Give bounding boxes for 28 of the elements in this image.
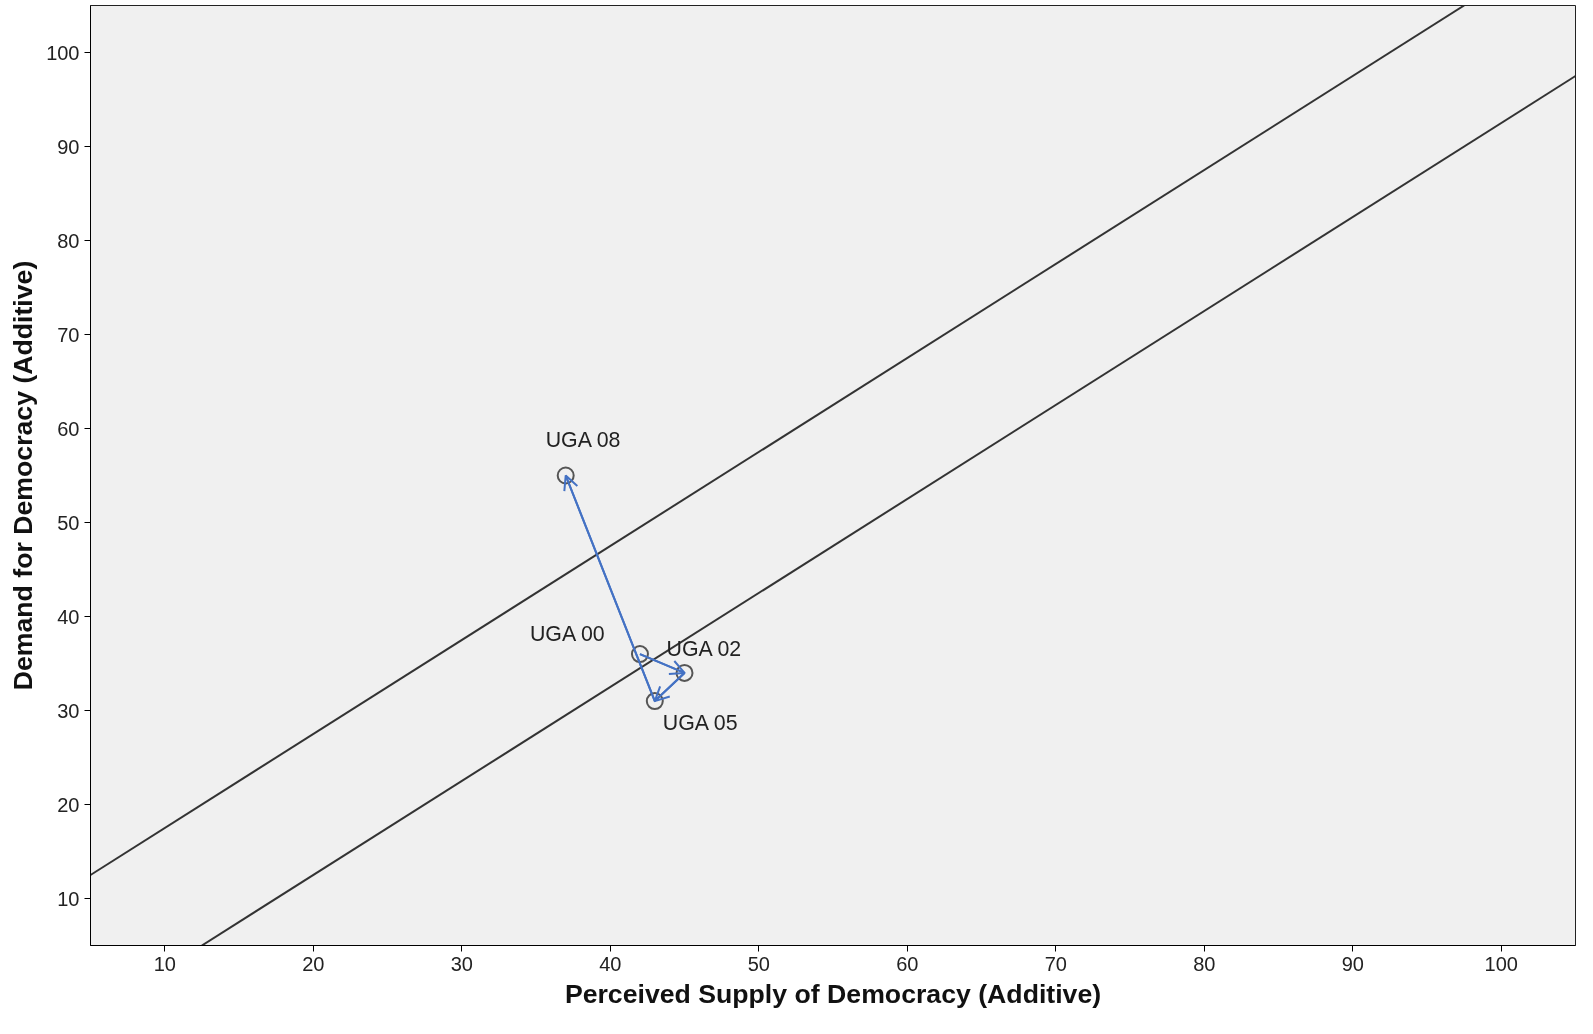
x-tick-label: 50 xyxy=(747,952,770,975)
y-tick-label: 90 xyxy=(57,135,80,158)
y-tick-label: 20 xyxy=(57,793,80,816)
x-tick-label: 90 xyxy=(1341,952,1364,975)
x-tick-label: 10 xyxy=(153,952,176,975)
y-tick-label: 30 xyxy=(57,699,80,722)
y-tick-label: 80 xyxy=(57,229,80,252)
annotation: UGA 00 xyxy=(529,622,605,647)
y-tick-label: 50 xyxy=(57,511,80,534)
y-tick-label: 40 xyxy=(57,605,80,628)
x-tick-label: 30 xyxy=(450,952,473,975)
x-tick-label: 100 xyxy=(1484,952,1518,975)
x-tick-label: 20 xyxy=(302,952,325,975)
y-axis-title: Demand for Democracy (Additive) xyxy=(8,260,39,691)
y-tick-label: 70 xyxy=(57,323,80,346)
annotation: UGA 02 xyxy=(666,636,742,661)
y-tick-label: 10 xyxy=(57,887,80,910)
x-tick-label: 60 xyxy=(896,952,919,975)
y-tick-label: 60 xyxy=(57,417,80,440)
x-tick-label: 80 xyxy=(1193,952,1216,975)
y-tick-label: 100 xyxy=(46,41,80,64)
point xyxy=(630,645,649,664)
annotation: UGA 05 xyxy=(662,711,738,736)
x-tick-label: 40 xyxy=(599,952,622,975)
point xyxy=(556,466,575,485)
x-tick-label: 70 xyxy=(1044,952,1067,975)
x-axis-title: Perceived Supply of Democracy (Additive) xyxy=(564,978,1102,1009)
annotation: UGA 08 xyxy=(545,427,621,452)
